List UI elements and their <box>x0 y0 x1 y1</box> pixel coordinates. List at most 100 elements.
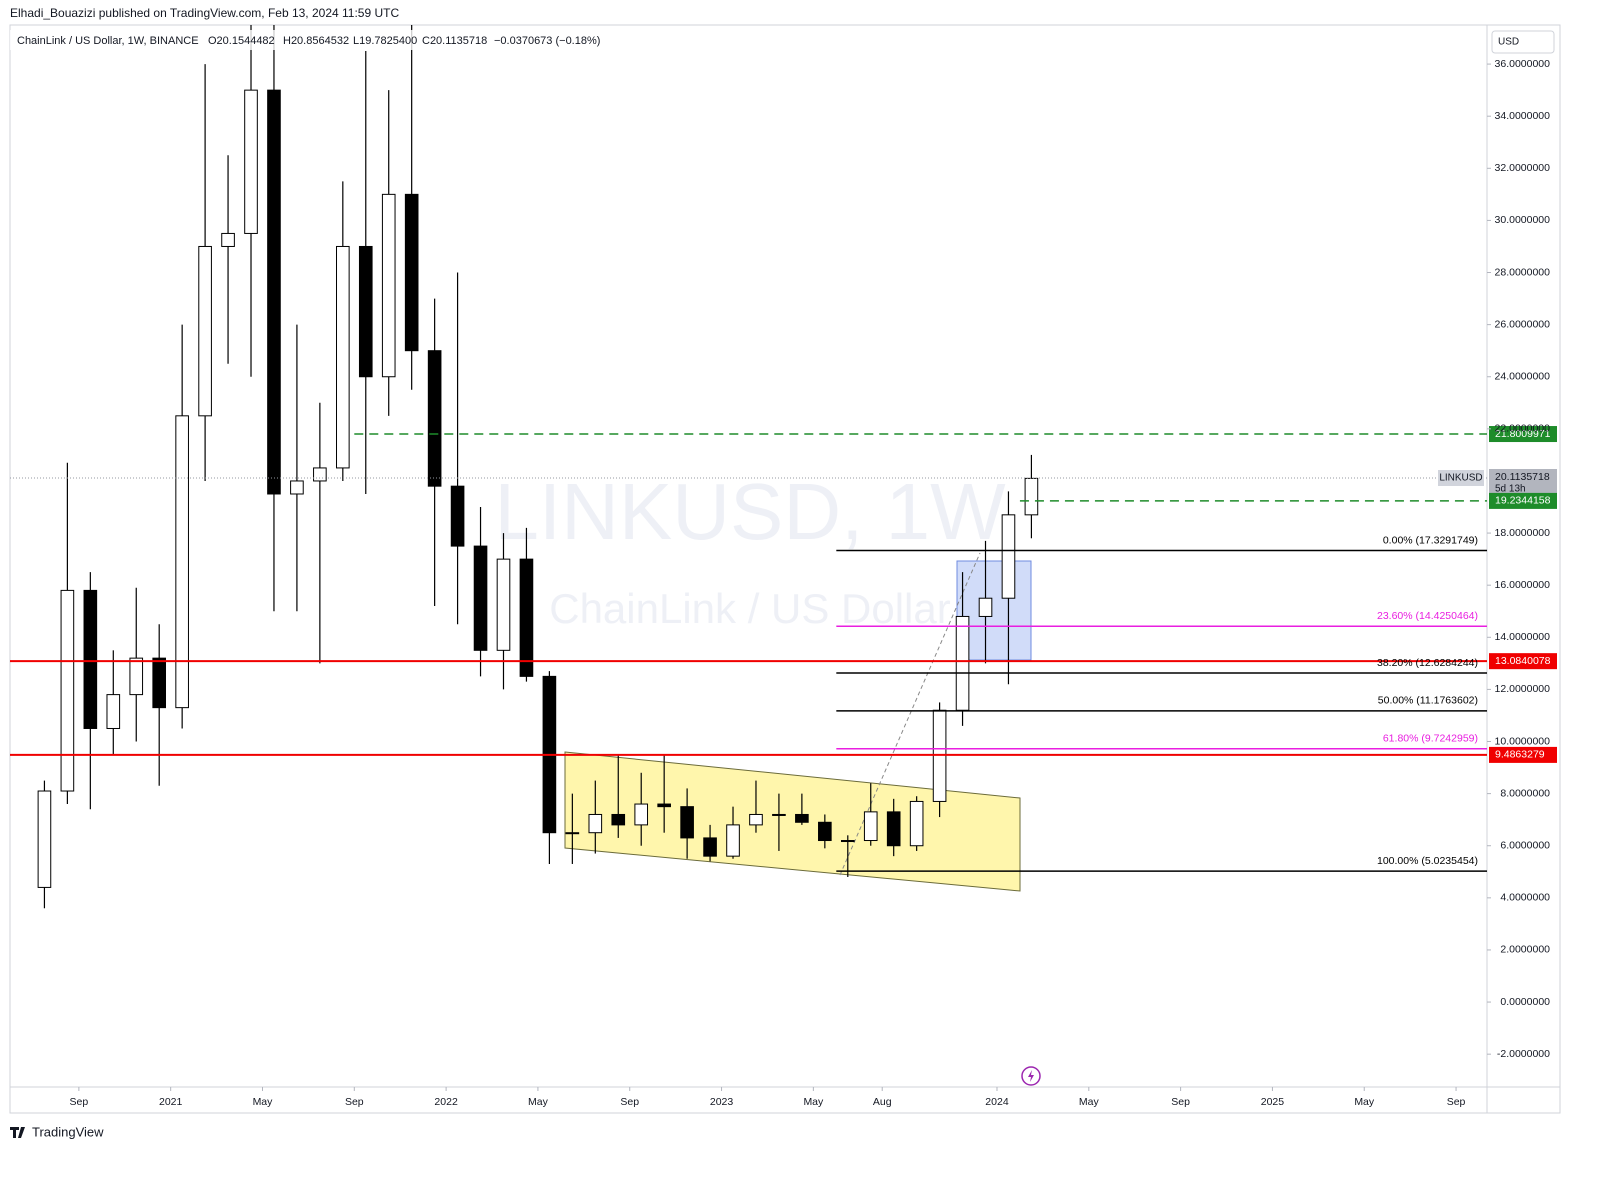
candle-body <box>496 558 511 651</box>
candle-body <box>978 597 993 617</box>
price-label: 19.2344158 <box>1495 495 1551 507</box>
channel <box>564 751 1021 892</box>
x-tick-label: Sep <box>1447 1096 1466 1108</box>
candle-body <box>83 589 98 729</box>
candle-body <box>657 803 671 808</box>
footer-brand: TradingView <box>32 1124 104 1139</box>
x-tick-label: May <box>803 1096 824 1108</box>
legend-change: −0.0370673 (−0.18%) <box>494 35 600 47</box>
candle-body <box>175 415 189 709</box>
candle-body <box>473 545 488 651</box>
countdown: 5d 13h <box>1495 484 1526 495</box>
legend-open: O20.1544482 <box>208 35 275 47</box>
x-tick-label: May <box>253 1096 274 1108</box>
watermark: LINKUSD, 1W ChainLink / US Dollar <box>494 467 1006 632</box>
candle-body <box>909 800 924 847</box>
candle-body <box>955 615 970 711</box>
candle-body <box>450 485 465 547</box>
y-tick-label: 14.0000000 <box>1495 631 1551 643</box>
logo <box>10 1127 25 1138</box>
legend-symbol: ChainLink / US Dollar, 1W, BINANCE <box>17 35 199 47</box>
watermark-symbol: LINKUSD, 1W <box>494 467 1006 556</box>
legend-low: L19.7825400 <box>353 35 417 47</box>
y-tick-label: 8.0000000 <box>1500 787 1550 799</box>
y-tick-label: 10.0000000 <box>1495 735 1551 747</box>
y-tick-label: -2.0000000 <box>1497 1048 1550 1060</box>
y-tick-label: 24.0000000 <box>1495 371 1551 383</box>
candle-body <box>129 657 144 696</box>
candle-body <box>60 589 75 792</box>
price-label: 21.8009971 <box>1495 428 1551 440</box>
watermark-name: ChainLink / US Dollar <box>549 585 951 632</box>
y-tick-label: 0.0000000 <box>1500 996 1550 1008</box>
event-icon[interactable] <box>1021 1066 1041 1086</box>
legend-close: C20.1135718 <box>422 35 487 47</box>
price-label-box <box>1489 746 1557 763</box>
y-tick-label: 22.0000000 <box>1495 423 1551 435</box>
candle-body <box>680 806 694 839</box>
x-tick-label: Aug <box>873 1096 892 1108</box>
currency-button[interactable] <box>1491 30 1555 54</box>
candle-body <box>588 813 603 834</box>
candle-body <box>611 813 626 826</box>
candle-body <box>565 832 580 835</box>
fib-label: 23.60% (14.4250464) <box>1377 610 1478 622</box>
candle-body <box>863 811 878 842</box>
candle-body <box>336 245 350 469</box>
candle-body <box>772 813 786 816</box>
legend-bg <box>10 30 610 50</box>
x-tick-label: 2021 <box>159 1096 183 1108</box>
x-tick-label: Sep <box>1171 1096 1190 1108</box>
publish-info: Elhadi_Bouazizi published on TradingView… <box>10 6 399 20</box>
candle-body <box>152 657 167 709</box>
fib-label: 38.20% (12.6284244) <box>1377 657 1478 669</box>
y-tick-label: 34.0000000 <box>1495 110 1551 122</box>
candle-body <box>290 480 304 495</box>
y-tick-label: 18.0000000 <box>1495 527 1551 539</box>
y-tick-label: 6.0000000 <box>1500 840 1550 852</box>
candle-body <box>818 821 832 842</box>
last-price-box <box>1489 469 1557 496</box>
x-tick-label: 2025 <box>1261 1096 1285 1108</box>
candle-body <box>244 89 258 234</box>
y-tick-label: 36.0000000 <box>1495 58 1551 70</box>
candle-body <box>221 232 235 247</box>
fib-label: 100.00% (5.0235454) <box>1377 855 1478 867</box>
x-tick-label: 2022 <box>434 1096 458 1108</box>
candle-body <box>313 467 327 482</box>
candle-body <box>427 350 442 487</box>
candle-body <box>1024 477 1039 516</box>
price-label-box <box>1489 492 1557 509</box>
frame <box>9 24 1561 1114</box>
symbol-box <box>1438 470 1484 487</box>
candle-body <box>703 837 717 857</box>
candle-body <box>519 558 534 677</box>
candle-body <box>795 813 809 823</box>
x-tick-label: Sep <box>345 1096 364 1108</box>
event-bolt <box>1028 1070 1034 1082</box>
candle-body <box>37 790 52 888</box>
y-tick-label: 12.0000000 <box>1495 683 1551 695</box>
y-tick-label: 16.0000000 <box>1495 579 1551 591</box>
candle-body <box>358 245 373 378</box>
candle-body <box>267 89 281 495</box>
candle-body <box>886 811 901 847</box>
x-tick-label: May <box>528 1096 549 1108</box>
x-tick-label: Sep <box>70 1096 89 1108</box>
y-tick-label: 26.0000000 <box>1495 318 1551 330</box>
price-label-box <box>1489 426 1557 443</box>
x-tick-label: Sep <box>620 1096 639 1108</box>
currency[interactable]: USD <box>1498 37 1519 48</box>
price-label: 13.0840078 <box>1495 655 1551 667</box>
y-tick-label: 2.0000000 <box>1500 944 1550 956</box>
candle-body <box>404 193 419 352</box>
y-tick-label: 32.0000000 <box>1495 162 1551 174</box>
candles <box>37 25 1039 909</box>
last-price-label: 20.1135718 <box>1495 471 1550 483</box>
fib-label: 0.00% (17.3291749) <box>1383 534 1478 546</box>
candle-body <box>198 245 212 417</box>
y-tick-label: 28.0000000 <box>1495 266 1551 278</box>
